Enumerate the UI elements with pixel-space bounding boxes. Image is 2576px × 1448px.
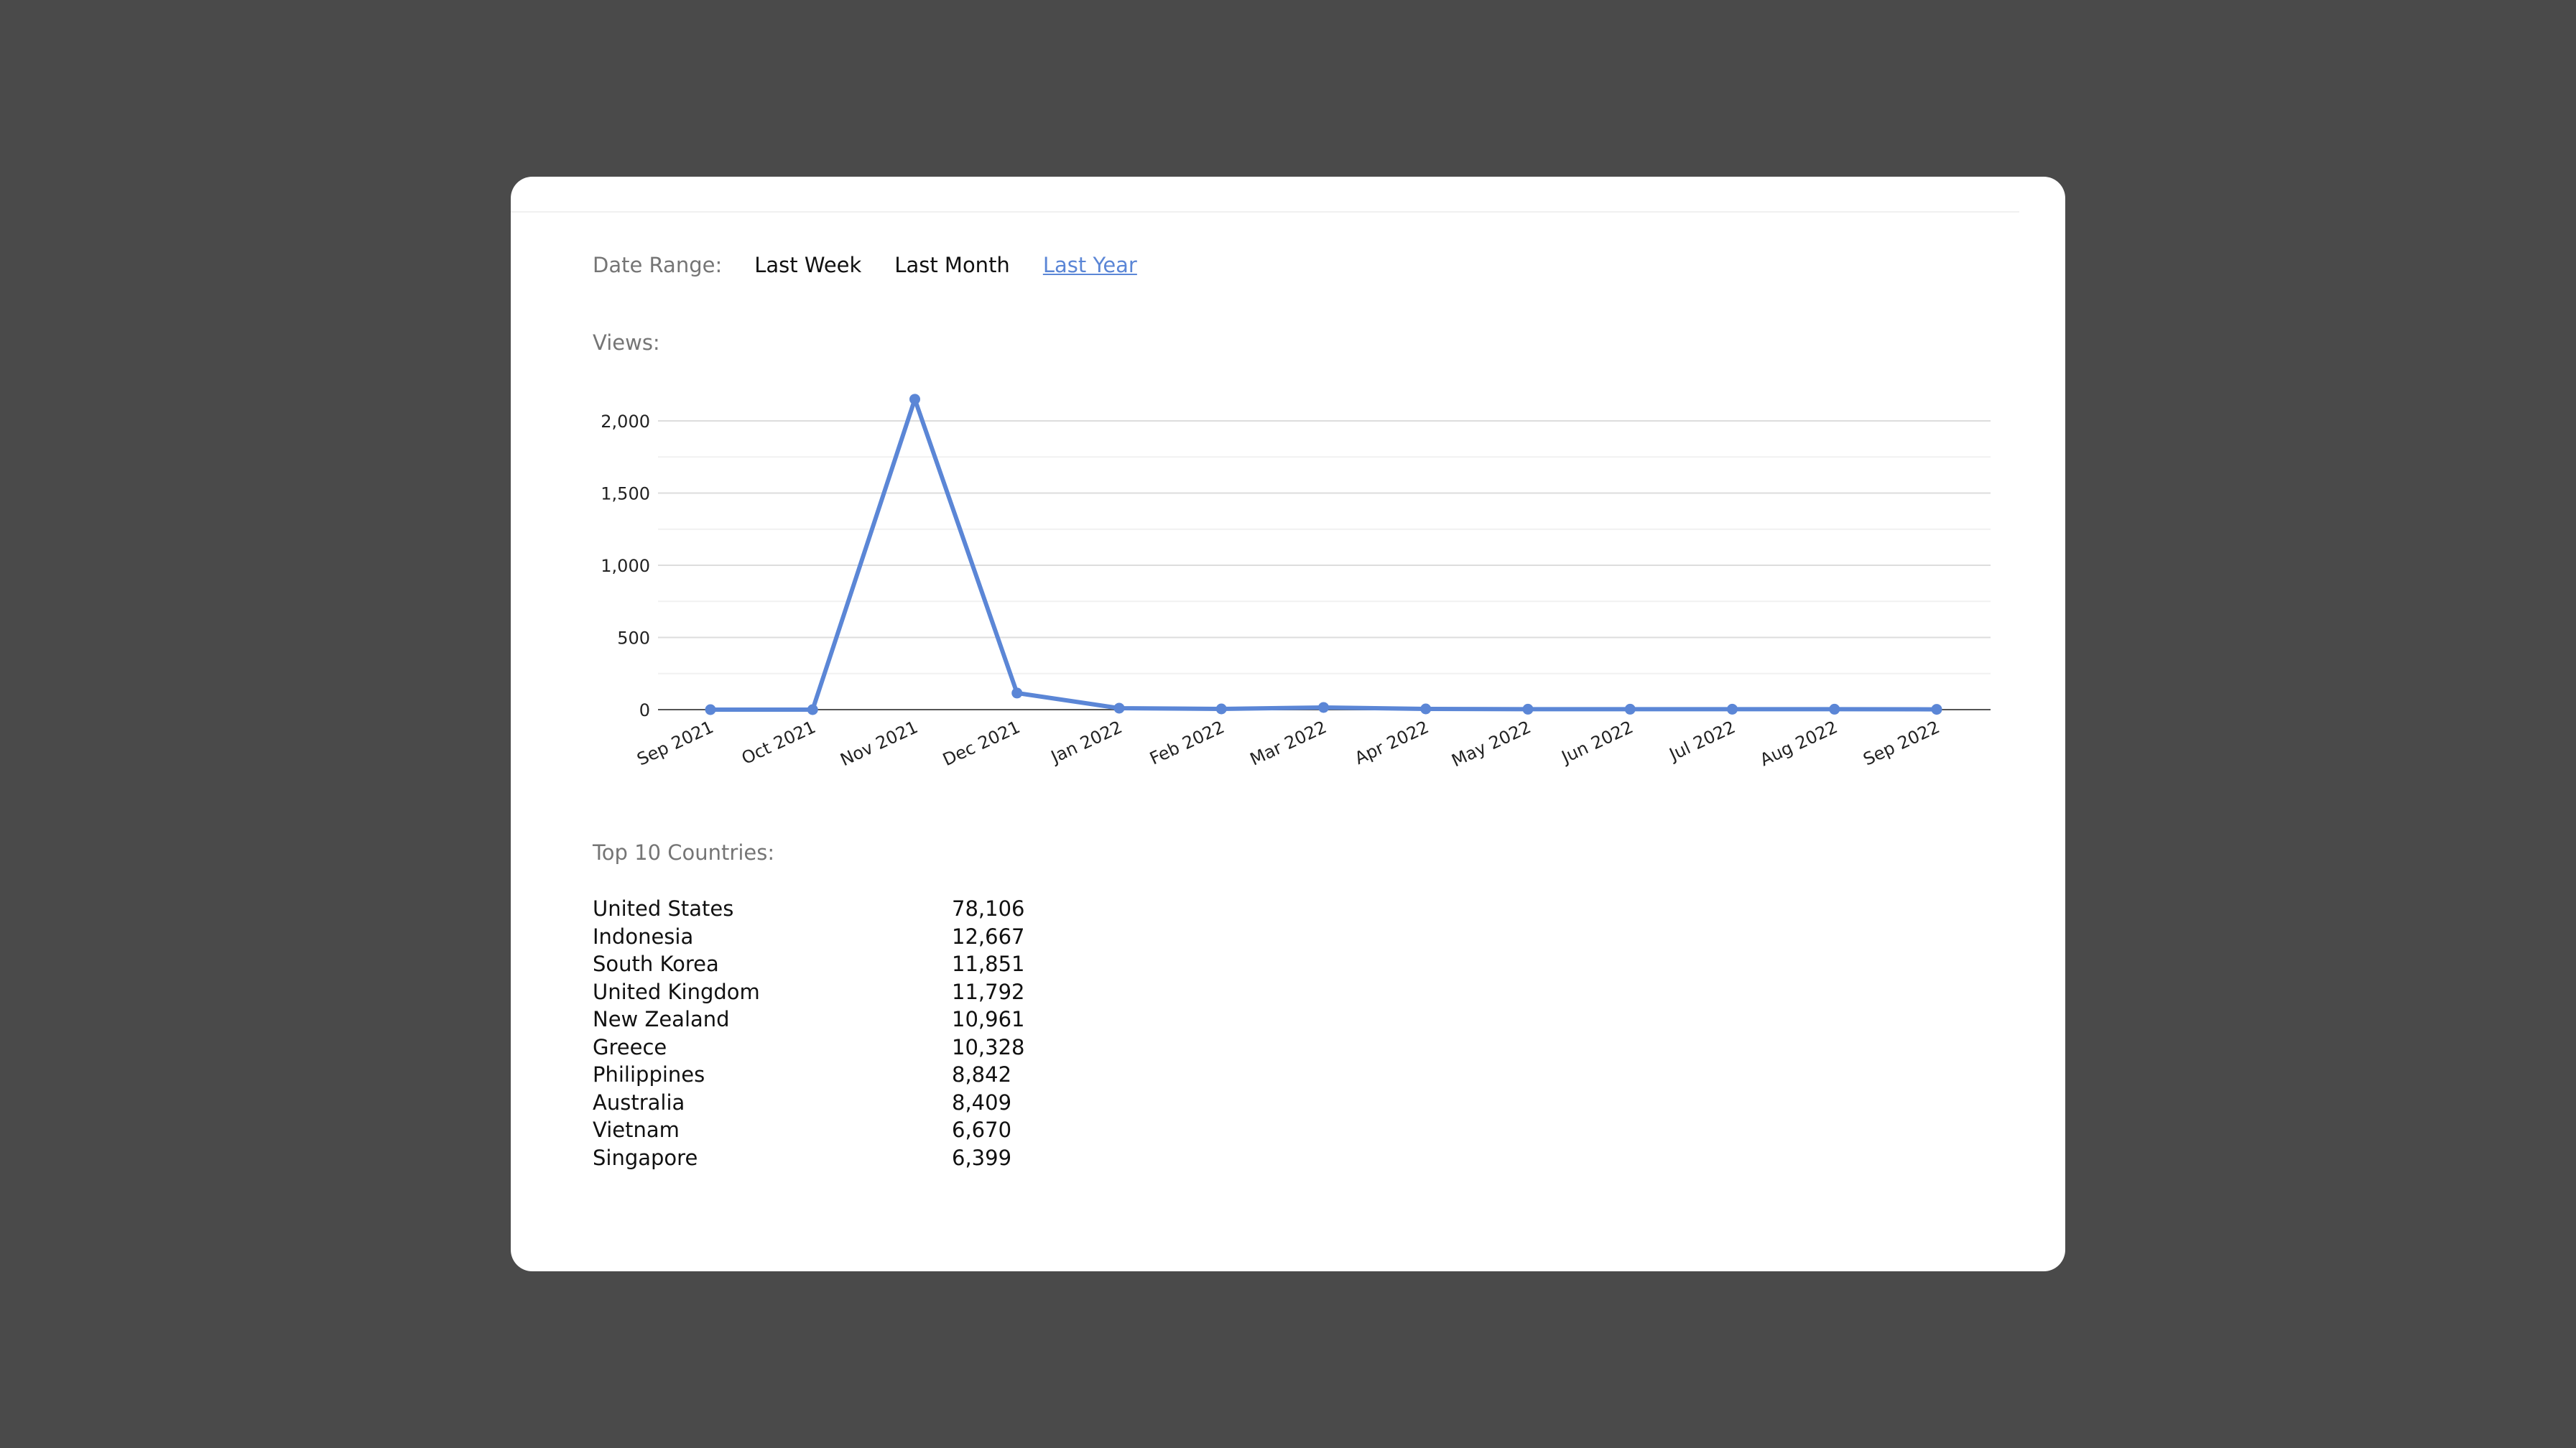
country-row: South Korea 11,851: [593, 950, 1095, 978]
country-views: 8,842: [952, 1062, 1012, 1087]
y-tick-label: 1,000: [601, 556, 650, 576]
x-tick-label: Jul 2022: [1665, 717, 1738, 765]
data-point: [1420, 703, 1432, 715]
data-point: [1931, 704, 1942, 715]
country-name: Singapore: [593, 1145, 698, 1170]
country-name: Greece: [593, 1034, 667, 1059]
country-name: New Zealand: [593, 1007, 730, 1031]
country-row: Vietnam 6,670: [593, 1116, 1095, 1144]
data-point: [1011, 687, 1023, 699]
country-name: Indonesia: [593, 924, 694, 949]
x-tick-label: Mar 2022: [1247, 717, 1330, 770]
country-name: Australia: [593, 1090, 685, 1115]
x-tick-label: Sep 2021: [634, 717, 716, 770]
x-tick-label: Oct 2021: [738, 717, 819, 769]
x-tick-label: Sep 2022: [1860, 717, 1942, 770]
country-row: Singapore 6,399: [593, 1144, 1095, 1172]
x-tick-label: Apr 2022: [1352, 717, 1432, 769]
date-range-selector: Date Range: Last Week Last Month Last Ye…: [593, 253, 1170, 277]
country-views: 6,399: [952, 1145, 1012, 1170]
views-label: Views:: [593, 330, 660, 355]
country-views: 10,961: [952, 1007, 1025, 1031]
x-tick-label: Nov 2021: [837, 717, 921, 770]
country-views: 10,328: [952, 1034, 1025, 1059]
data-point: [1522, 703, 1534, 715]
data-point: [1113, 702, 1125, 714]
top-countries-label: Top 10 Countries:: [593, 840, 775, 865]
country-name: South Korea: [593, 952, 719, 976]
data-point: [909, 394, 920, 405]
data-point: [1727, 703, 1738, 715]
x-tick-label: May 2022: [1448, 717, 1534, 771]
country-row: United States 78,106: [593, 895, 1095, 923]
y-tick-label: 1,500: [601, 484, 650, 504]
data-point: [1215, 703, 1227, 715]
country-views: 78,106: [952, 896, 1025, 921]
country-name: Vietnam: [593, 1118, 680, 1142]
analytics-modal: Date Range: Last Week Last Month Last Ye…: [511, 177, 2065, 1271]
country-name: United Kingdom: [593, 979, 760, 1004]
range-option-last-week[interactable]: Last Week: [754, 253, 862, 277]
data-point: [1624, 703, 1636, 715]
country-name: Philippines: [593, 1062, 705, 1087]
x-tick-label: Feb 2022: [1146, 717, 1228, 769]
country-name: United States: [593, 896, 734, 921]
top-countries-table: United States 78,106 Indonesia 12,667 South …: [593, 895, 1095, 1171]
country-row: Indonesia 12,667: [593, 923, 1095, 951]
range-option-last-month[interactable]: Last Month: [894, 253, 1010, 277]
y-tick-label: 0: [639, 700, 650, 720]
country-row: New Zealand 10,961: [593, 1006, 1095, 1034]
country-row: Australia 8,409: [593, 1089, 1095, 1117]
data-point: [1829, 703, 1840, 715]
country-row: United Kingdom 11,792: [593, 978, 1095, 1006]
y-tick-label: 500: [617, 628, 650, 649]
x-tick-label: Dec 2021: [940, 717, 1023, 770]
country-row: Philippines 8,842: [593, 1061, 1095, 1089]
country-views: 11,851: [952, 952, 1025, 976]
x-tick-label: Aug 2022: [1757, 717, 1841, 770]
x-tick-label: Jan 2022: [1047, 717, 1125, 768]
range-option-last-year[interactable]: Last Year: [1042, 253, 1137, 277]
country-views: 8,409: [952, 1090, 1012, 1115]
country-views: 6,670: [952, 1118, 1012, 1142]
country-row: Greece 10,328: [593, 1034, 1095, 1062]
data-point: [1318, 702, 1329, 713]
country-views: 12,667: [952, 924, 1025, 949]
y-tick-label: 2,000: [601, 412, 650, 432]
x-tick-label: Jun 2022: [1557, 717, 1636, 768]
data-point: [807, 704, 818, 715]
data-point: [705, 704, 716, 715]
date-range-label: Date Range:: [593, 253, 723, 277]
country-views: 11,792: [952, 979, 1025, 1004]
views-series-line: [708, 396, 1939, 712]
modal-divider: [511, 211, 2019, 213]
views-line-chart: 0 500 1,000 1,500 2,000 Sep 2021 Oct 2021 Nov 2…: [601, 394, 1991, 771]
